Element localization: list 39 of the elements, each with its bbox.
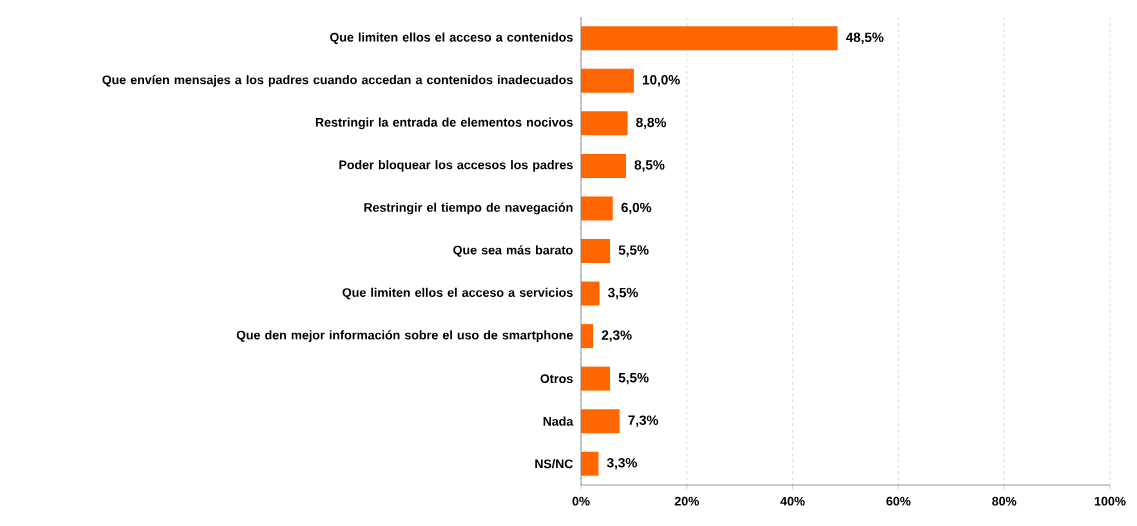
x-tick-label: 40% <box>780 496 805 506</box>
data-label: 3,3% <box>606 458 637 470</box>
data-label: 10,0% <box>642 75 680 87</box>
bar <box>581 239 611 263</box>
bar <box>581 409 620 434</box>
data-label: 8,8% <box>636 117 667 130</box>
data-label: 5,5% <box>618 245 649 257</box>
data-label: 5,5% <box>618 372 649 385</box>
bar <box>581 451 599 476</box>
bar <box>581 68 634 93</box>
y-tick-label: Otros <box>540 374 573 384</box>
bar <box>581 366 611 391</box>
y-tick-label: Que limiten ellos el acceso a servicios <box>342 287 573 300</box>
y-tick-label: Nada <box>543 416 574 426</box>
bar <box>581 196 613 221</box>
data-label: 8,5% <box>634 160 665 172</box>
bar <box>581 153 626 178</box>
data-label: 7,3% <box>628 415 659 427</box>
data-label: 2,3% <box>601 330 632 342</box>
x-tick-label: 20% <box>674 496 699 506</box>
data-label: 6,0% <box>621 202 652 215</box>
x-tick-label: 60% <box>886 496 911 506</box>
y-tick-label: Que sea más barato <box>453 245 573 257</box>
bar <box>581 111 628 136</box>
y-tick-label: NS/NC <box>535 459 573 469</box>
y-tick-label: Restringir el tiempo de navegación <box>364 202 573 215</box>
data-label: 3,5% <box>608 287 639 300</box>
bar <box>581 324 594 349</box>
y-tick-label: Que limiten ellos el acceso a contenidos <box>330 32 573 45</box>
y-tick-label: Que envíen mensajes a los padres cuando accedan a contenidos inadecuados <box>102 74 573 87</box>
bar <box>581 281 600 306</box>
y-tick-label: Restringir la entrada de elementos nocivos <box>315 117 573 130</box>
x-tick-label: 100% <box>1094 496 1126 506</box>
x-tick-label: 0% <box>572 496 590 506</box>
y-tick-label: Que den mejor información sobre el uso de smartphone <box>236 330 573 342</box>
data-label: 48,5% <box>845 32 884 45</box>
x-tick-label: 80% <box>992 496 1017 506</box>
y-tick-label: Poder bloquear los accesos los padres <box>339 160 573 172</box>
bar <box>581 26 838 51</box>
